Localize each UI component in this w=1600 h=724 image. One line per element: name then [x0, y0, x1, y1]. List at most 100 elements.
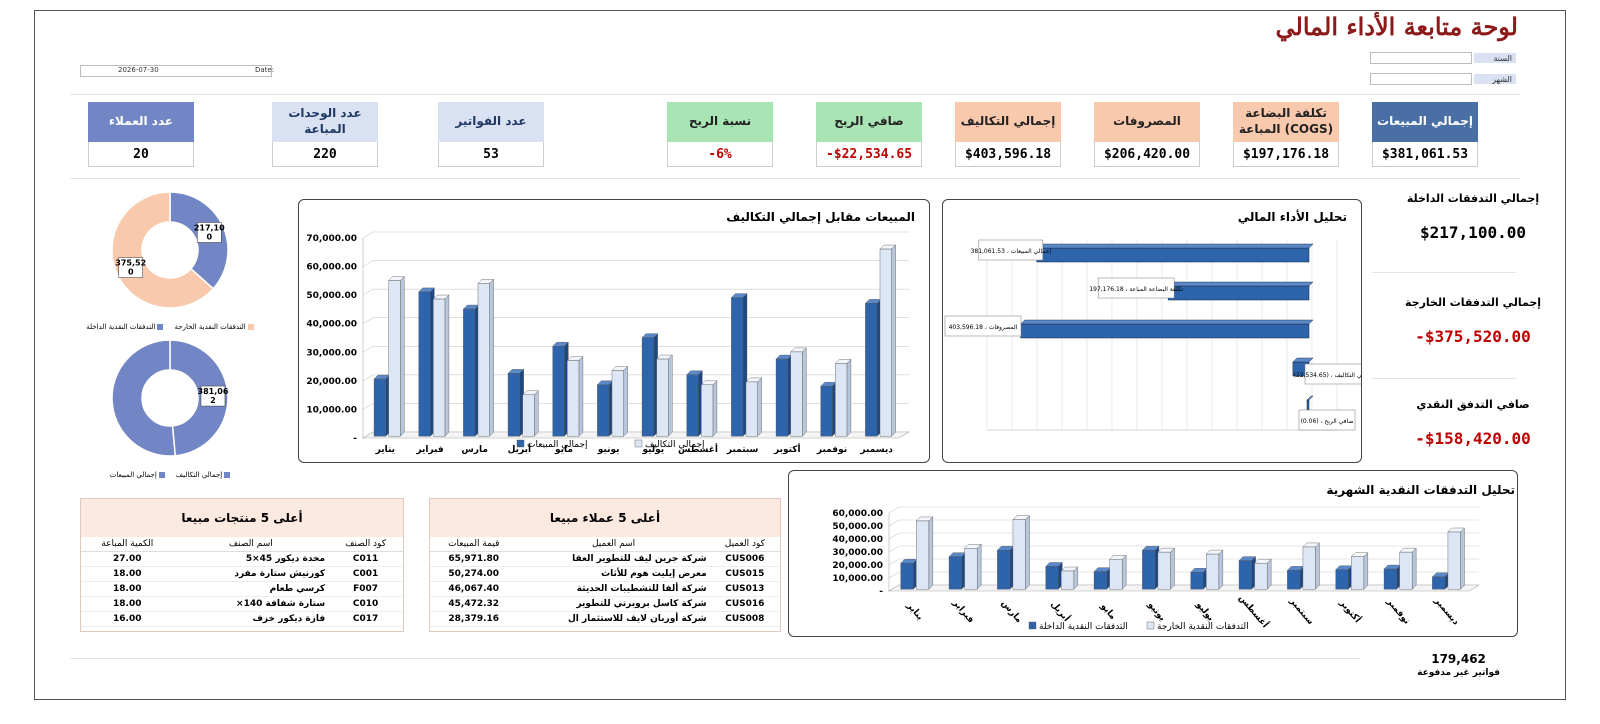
sales-costs-donut-legend: إجمالي التكاليف إجمالي المبيعات	[82, 463, 258, 482]
x-tick-label: فبراير	[415, 445, 443, 455]
kpi-label: عدد الوحدات المباعة	[272, 102, 378, 142]
bar	[745, 381, 758, 437]
grid-line	[362, 231, 374, 239]
bar	[1036, 247, 1310, 263]
cashflow-value: $217,100.00	[1420, 223, 1526, 242]
table-row[interactable]: C001 كورنيش ستارة مفرد 18.00	[81, 566, 403, 582]
legend-swatch	[1028, 621, 1037, 630]
y-tick-label: 30,000.00	[306, 348, 357, 358]
bar-top	[1167, 281, 1314, 287]
bar-side	[802, 347, 807, 437]
table-row[interactable]: CUS008 شركة أوربان لايف للاستثمار ال 28,37…	[430, 611, 780, 627]
bar	[1093, 571, 1107, 590]
kpi-label: إجمالي المبيعات	[1372, 102, 1478, 142]
table-row[interactable]: C017 فازة ديكور خزف 16.00	[81, 611, 403, 627]
grid-line	[888, 545, 900, 553]
table-row[interactable]: C010 ستارة شفافة 140× 18.00	[81, 596, 403, 612]
grid-line	[888, 558, 900, 566]
table-row[interactable]: CUS006 شركة جرين ليف للتطوير العقا 65,971.…	[430, 551, 780, 567]
data-label-box	[978, 239, 1044, 261]
cashflow-donut-panel: 217,10 0 375,52 0 التدفقات النقدية الخارجة …	[82, 186, 258, 331]
legend-swatch	[224, 472, 231, 478]
column-header: اسم العميل	[517, 537, 710, 552]
bar	[775, 358, 788, 437]
table-header-row: كود الصنف اسم الصنف الكمية المباعة	[81, 537, 403, 552]
bar	[1012, 519, 1026, 590]
bar	[1399, 551, 1413, 590]
table-row[interactable]: CUS013 شركة ألفا للتشطيبات الحديثة 46,067.…	[430, 581, 780, 597]
grid-line	[362, 317, 374, 324]
column-header: قيمة المبيعات	[430, 537, 518, 552]
divider	[1372, 378, 1516, 379]
cashflow-value: -$375,520.00	[1415, 327, 1531, 346]
bar	[686, 374, 699, 437]
financial-performance-chart: إجمالي المبيعات ، 381,061.53 تكلفة البضاع…	[944, 239, 1361, 431]
table-cell: 46,067.40	[430, 581, 518, 597]
x-tick-label: أبريل	[1048, 598, 1072, 624]
grid-line	[362, 374, 374, 382]
y-tick-label: 70,000.00	[306, 234, 357, 244]
table-cell: C010	[328, 596, 403, 612]
x-tick-label: أكتوبر	[1337, 596, 1364, 625]
table-cell: معرض إيليت هوم للأثاث	[517, 566, 710, 582]
table-cell: CUS006	[709, 551, 780, 567]
bar	[1061, 570, 1075, 590]
chart-floor	[361, 431, 911, 439]
column-header: كود العميل	[709, 537, 780, 552]
kpi-label: إجمالي التكاليف	[955, 102, 1061, 142]
sales-costs-donut-panel: 381,06 2 إجمالي التكاليف إجمالي المبيعات	[82, 334, 258, 479]
table-cell: CUS008	[709, 611, 780, 627]
x-tick-label: نوفمبر	[1384, 596, 1412, 626]
divider	[70, 94, 1520, 95]
y-tick-label: -	[353, 434, 357, 444]
table-row[interactable]: CUS015 معرض إيليت هوم للأثاث 50,274.00	[430, 566, 780, 582]
bar-side	[668, 354, 673, 437]
bar-side	[712, 380, 718, 437]
monthly-cashflow-panel: تحليل التدفقات النقدية الشهرية - 10,000.0…	[788, 470, 1518, 637]
bar	[820, 385, 833, 437]
bar-side	[1170, 547, 1175, 590]
kpi-card: عدد الوحدات المباعة 220	[272, 102, 378, 168]
x-tick-label: ديسمبر	[1431, 595, 1460, 627]
sales-vs-costs-chart: - 10,000.00 20,000.00 30,000.00 40,000.00 50,…	[306, 231, 911, 455]
kpi-card: نسبة الربح -6%	[667, 102, 773, 168]
month-filter[interactable]	[1370, 73, 1472, 85]
table-cell: CUS016	[709, 596, 780, 612]
table-cell: 50,274.00	[430, 566, 518, 582]
table-row[interactable]: CUS016 شركة كاسل بروبرتي للتطوير 45,472.32	[430, 596, 780, 612]
table-cell: 65,971.80	[430, 551, 518, 567]
bar	[388, 280, 401, 437]
table-row[interactable]: F007 كرسي طعام 18.00	[81, 581, 403, 597]
bar	[463, 308, 476, 437]
data-label: تكلفة البضاعة المباعة ، 197,176.18	[1089, 286, 1183, 293]
table-cell: 16.00	[81, 611, 174, 627]
table-cell: 45,472.32	[430, 596, 518, 612]
top-products-table: أعلى 5 منتجات مبيعا كود الصنف اسم الصنف ال…	[80, 498, 404, 632]
x-tick-label: يوليو	[1193, 599, 1215, 623]
kpi-value: $206,420.00	[1094, 142, 1200, 167]
y-tick-label: 20,000.00	[832, 561, 883, 571]
table-cell: C001	[328, 566, 403, 582]
bar-side	[534, 390, 539, 437]
x-tick-label: مارس	[999, 598, 1024, 625]
cashflow-card: إجمالي التدفقات الداخلة $217,100.00	[1402, 186, 1544, 242]
bar	[433, 298, 446, 437]
kpi-label: صافي الربح	[816, 102, 922, 142]
date-field[interactable]	[80, 65, 272, 77]
bar	[1190, 572, 1204, 590]
unpaid-invoices: 179,462 فواتير غير مدفوعة	[1417, 652, 1500, 678]
bar-side	[928, 516, 934, 590]
kpi-label: تكلفة البضاعة المباعة (COGS)	[1233, 102, 1339, 142]
kpi-value: -6%	[667, 142, 773, 167]
bar	[1254, 562, 1268, 590]
bar	[1335, 569, 1349, 590]
bar	[731, 297, 744, 437]
data-label: إجمالي التكاليف ، (22,534.65)	[1294, 372, 1361, 379]
pie-label: 381,06 2	[198, 387, 229, 405]
table-row[interactable]: C011 مخدة ديكور 45×5 27.00	[81, 551, 403, 567]
kpi-value: 53	[438, 142, 544, 167]
kpi-card: عدد العملاء 20	[88, 102, 194, 168]
year-input[interactable]	[1370, 52, 1472, 64]
kpi-card: تكلفة البضاعة المباعة (COGS) $197,176.18	[1233, 102, 1339, 168]
bar-side	[489, 278, 494, 437]
